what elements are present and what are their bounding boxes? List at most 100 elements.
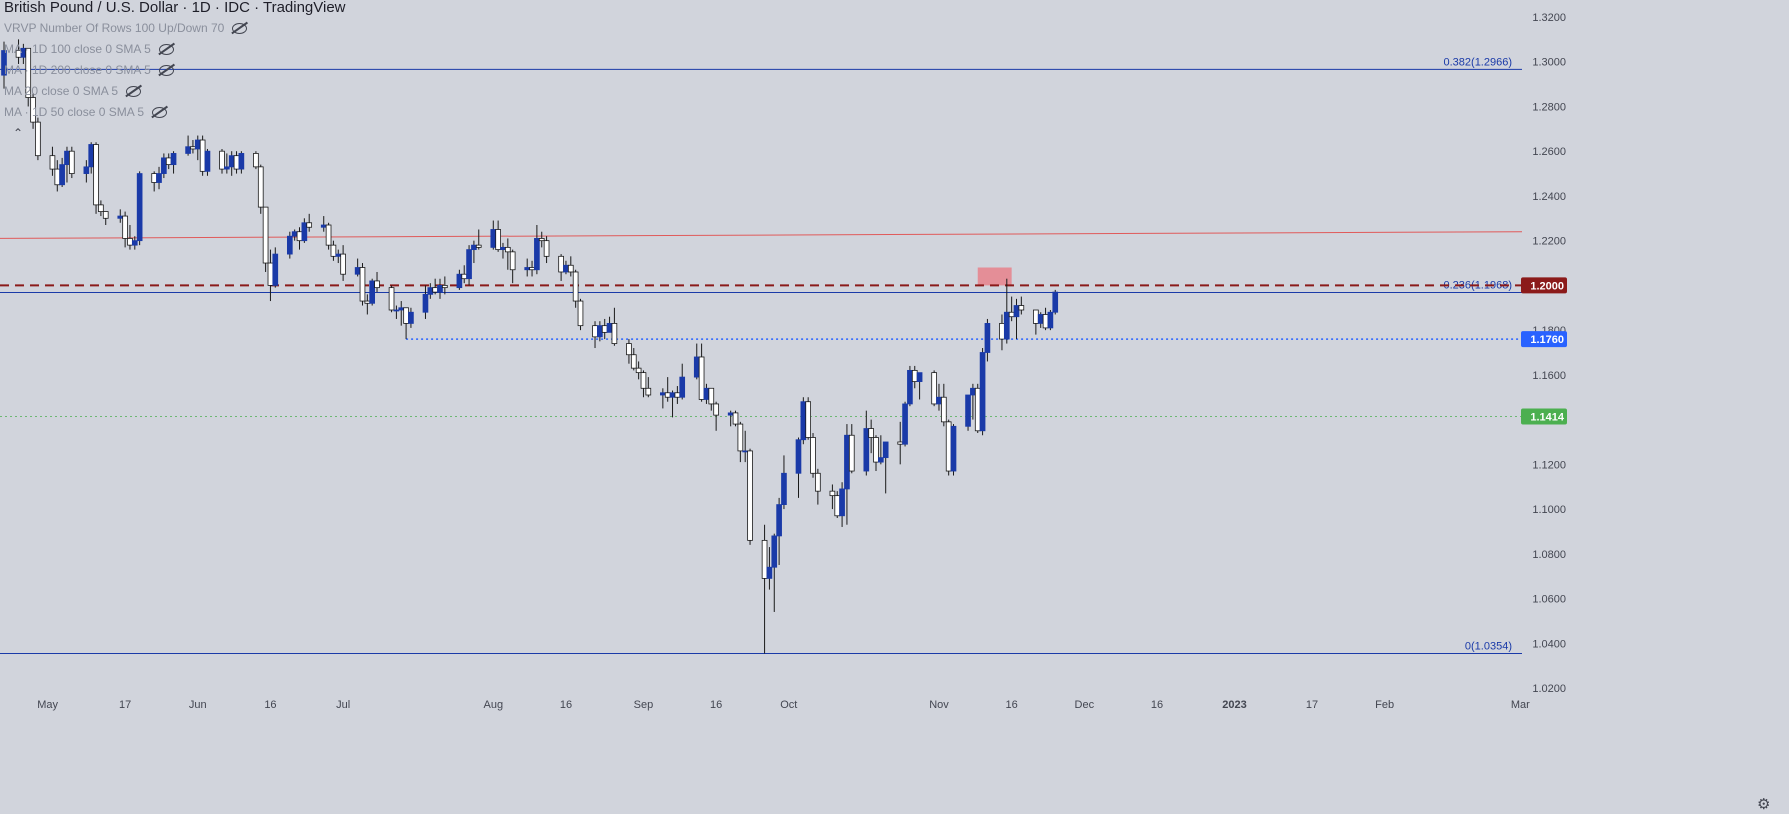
candle-body: [466, 249, 472, 280]
candle-body: [393, 309, 400, 312]
candle: [626, 339, 632, 364]
x-tick-label: Sep: [634, 699, 654, 711]
candle-body: [606, 323, 613, 333]
candle: [1008, 296, 1015, 322]
y-tick-label: 1.2200: [1532, 236, 1566, 248]
candle: [640, 370, 647, 398]
candle: [601, 318, 608, 340]
candle-body: [364, 300, 371, 304]
candle-body: [737, 423, 744, 452]
eye-hidden-icon[interactable]: [152, 106, 168, 118]
candle: [1042, 307, 1049, 331]
candle: [54, 160, 61, 192]
candle: [534, 225, 540, 275]
eye-hidden-icon[interactable]: [158, 43, 174, 55]
candle-body: [233, 155, 240, 170]
candle: [471, 240, 477, 264]
candle: [117, 209, 124, 223]
candle: [524, 258, 531, 277]
price-badge-label: 1.1414: [1530, 411, 1565, 423]
candle-body: [698, 356, 705, 400]
candle-body: [88, 144, 95, 168]
candle-body: [931, 372, 937, 405]
indicator-ma50[interactable]: MA · 1D 50 close 0 SMA 5: [4, 105, 168, 119]
candle: [359, 263, 366, 306]
candle-body: [761, 539, 768, 579]
candle-body: [35, 121, 41, 157]
candle-body: [781, 472, 787, 505]
candle: [165, 153, 172, 170]
indicator-ma20[interactable]: MA 20 close 0 SMA 5: [4, 84, 142, 98]
candle: [509, 249, 516, 284]
resistance-zone: [977, 267, 1012, 286]
candle: [611, 307, 618, 346]
candle-body: [194, 139, 201, 150]
candle: [1003, 278, 1010, 344]
candle-body: [320, 224, 327, 228]
candle: [635, 361, 642, 380]
x-tick-label: Jul: [336, 699, 350, 711]
candle: [974, 383, 981, 434]
indicator-vrvp[interactable]: VRVP Number Of Rows 100 Up/Down 70: [4, 21, 248, 35]
x-tick-label: Dec: [1075, 699, 1095, 711]
candle-body: [456, 273, 463, 289]
x-tick-label: 16: [264, 699, 276, 711]
candle: [708, 387, 715, 411]
candle-body: [907, 369, 913, 405]
candle-body: [64, 150, 70, 166]
candle-body: [742, 450, 749, 453]
candle-body: [936, 396, 942, 405]
candle-body: [185, 146, 191, 154]
y-tick-label: 1.2600: [1532, 146, 1566, 158]
candle: [829, 484, 836, 510]
candle-body: [165, 157, 172, 166]
candle-body: [829, 490, 836, 497]
eye-hidden-icon[interactable]: [126, 85, 142, 97]
candle: [432, 278, 438, 295]
candle: [335, 249, 342, 264]
candle-body: [262, 206, 269, 264]
x-tick-label: Oct: [780, 699, 797, 711]
candle: [1013, 298, 1020, 340]
eye-hidden-icon[interactable]: [232, 22, 248, 34]
eye-hidden-icon[interactable]: [158, 64, 174, 76]
fib-label: 0.382(1.2966): [1444, 56, 1513, 68]
y-tick-label: 1.1200: [1532, 459, 1566, 471]
candle: [364, 294, 371, 315]
candle: [296, 227, 303, 250]
indicator-ma200[interactable]: MA · 1D 200 close 0 SMA 5: [4, 63, 174, 77]
candle-body: [306, 222, 313, 228]
candle: [267, 249, 274, 302]
candle-body: [500, 246, 506, 251]
candle: [882, 441, 889, 494]
gear-icon[interactable]: ⚙: [1757, 796, 1771, 813]
candle-body: [713, 403, 719, 416]
candle-body: [190, 146, 196, 150]
candle: [1033, 309, 1039, 335]
candle: [761, 524, 768, 654]
candle: [630, 348, 637, 371]
candle-body: [945, 421, 952, 472]
candle-body: [408, 311, 414, 324]
candle-body: [1008, 311, 1015, 318]
candle: [369, 278, 376, 306]
candle-body: [369, 280, 376, 304]
price-badge-label: 1.2000: [1530, 280, 1564, 292]
candle: [645, 377, 652, 398]
candle-body: [68, 150, 75, 174]
candle: [805, 397, 812, 440]
candle-body: [296, 231, 303, 242]
candle: [776, 497, 782, 565]
candles-layer: [1, 39, 1059, 654]
candle-body: [1018, 305, 1025, 311]
indicator-ma100[interactable]: MA · 1D 100 close 0 SMA 5: [4, 42, 174, 56]
candle-body: [974, 387, 981, 432]
candle: [907, 365, 913, 407]
chevron-up-icon[interactable]: ⌃: [13, 126, 24, 140]
candle: [422, 285, 429, 319]
candle: [1018, 296, 1025, 315]
candle-body: [59, 164, 65, 186]
candle: [301, 218, 308, 243]
candle: [1052, 289, 1059, 315]
